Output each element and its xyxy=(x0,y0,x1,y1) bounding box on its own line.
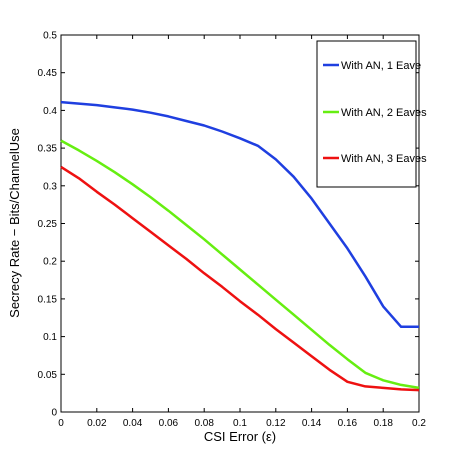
y-tick-label: 0.45 xyxy=(38,68,58,79)
y-tick-label: 0.05 xyxy=(38,370,58,381)
series-line-2 xyxy=(60,139,420,390)
y-tick-label: 0.5 xyxy=(43,31,57,42)
x-tick-label: 0.02 xyxy=(87,418,107,429)
y-tick-label: 0 xyxy=(51,408,57,419)
x-tick-label: 0.06 xyxy=(159,418,179,429)
x-axis-label: CSI Error (ε) xyxy=(204,429,276,444)
y-tick-label: 0.1 xyxy=(43,332,57,343)
x-tick-label: 0.2 xyxy=(412,418,426,429)
x-tick-label: 0.14 xyxy=(302,418,322,429)
series-layer xyxy=(60,100,420,392)
series-line-3 xyxy=(60,165,420,392)
x-tick-label: 0 xyxy=(58,418,64,429)
y-tick-label: 0.25 xyxy=(38,219,58,230)
x-tick-label: 0.12 xyxy=(266,418,286,429)
y-tick-label: 0.4 xyxy=(43,106,57,117)
y-tick-label: 0.35 xyxy=(38,144,58,155)
axis-ticks: 0 0.02 0.04 0.06 0.08 0.1 0.12 0.14 0.16 0.18 0.2 0… xyxy=(38,31,427,430)
legend-label-3: With AN, 3 Eaves xyxy=(341,153,427,165)
y-tick-label: 0.3 xyxy=(43,181,57,192)
x-tick-label: 0.18 xyxy=(373,418,393,429)
legend-label-2: With AN, 2 Eaves xyxy=(341,107,427,119)
x-tick-label: 0.16 xyxy=(338,418,358,429)
x-tick-label: 0.04 xyxy=(123,418,143,429)
x-tick-label: 0.1 xyxy=(233,418,247,429)
legend: With AN, 1 Eave With AN, 2 Eaves With AN… xyxy=(316,40,427,188)
series-line-1 xyxy=(60,100,419,329)
x-tick-label: 0.08 xyxy=(194,418,214,429)
legend-label-1: With AN, 1 Eave xyxy=(341,60,421,72)
y-axis-label: Secrecy Rate − Bits/ChannelUse xyxy=(7,128,22,318)
y-tick-label: 0.15 xyxy=(38,294,58,305)
y-tick-label: 0.2 xyxy=(43,257,57,268)
